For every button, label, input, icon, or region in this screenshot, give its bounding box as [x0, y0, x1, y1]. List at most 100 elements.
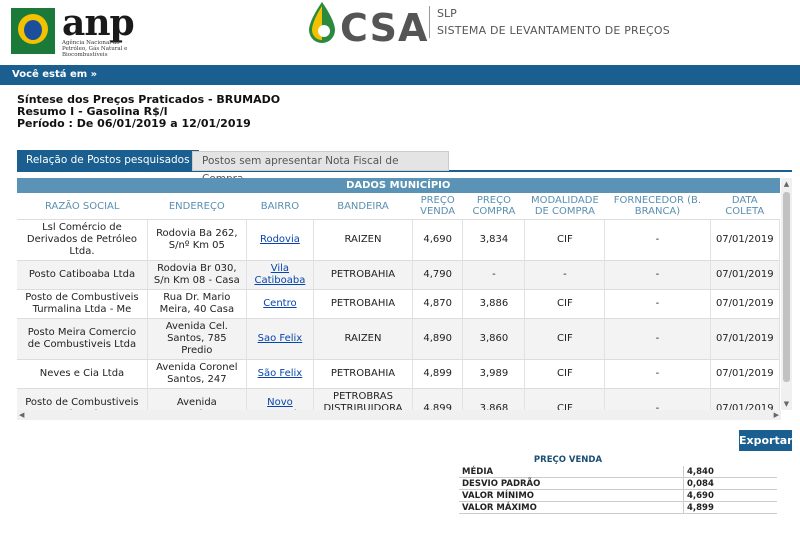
table-cell-razao: Neves e Cia Ltda — [17, 359, 148, 389]
stats-label: VALOR MÁXIMO — [459, 501, 684, 514]
table-cell-fornecedor: - — [604, 289, 711, 319]
stats-value: 0,084 — [683, 477, 777, 490]
scroll-down-icon[interactable]: ▼ — [783, 400, 790, 408]
column-header: DATA COLETA — [710, 193, 780, 220]
table-cell-compra: - — [462, 260, 526, 290]
scroll-up-icon[interactable]: ▲ — [783, 180, 790, 188]
table-cell-bairro: Rodovia — [246, 219, 315, 261]
table-cell-modalidade: CIF — [524, 318, 606, 360]
summary-period: Período : De 06/01/2019 a 12/01/2019 — [17, 117, 251, 130]
stats-row: DESVIO PADRÃO 0,084 — [459, 477, 777, 490]
table-cell-modalidade: - — [524, 260, 606, 290]
stats-label: DESVIO PADRÃO — [459, 477, 684, 490]
stats-row: VALOR MÍNIMO 4,690 — [459, 489, 777, 502]
tab-postos-sem-nota[interactable]: Postos sem apresentar Nota Fiscal de Com… — [192, 151, 449, 185]
table-cell-bandeira: PETROBAHIA — [313, 260, 413, 290]
stations-table-container: DADOS MUNICÍPIO RAZÃO SOCIAL ENDEREÇO BA… — [17, 178, 792, 420]
table-row: Lsl Comércio de Derivados de Petróleo Lt… — [17, 219, 781, 261]
column-header: PREÇO COMPRA — [462, 193, 525, 220]
bairro-link[interactable]: Vila Catiboaba — [254, 263, 306, 286]
table-row: Posto Catiboaba Ltda Rodovia Br 030, S/n … — [17, 260, 781, 290]
summary-title: Síntese dos Preços Praticados - BRUMADO — [17, 93, 281, 106]
system-name: SISTEMA DE LEVANTAMENTO DE PREÇOS — [437, 24, 670, 37]
table-cell-venda: 4,870 — [412, 289, 464, 319]
table-cell-compra: 3,834 — [462, 219, 526, 261]
table-cell-bairro: São Felix — [246, 359, 315, 389]
stats-title: PREÇO VENDA — [533, 455, 603, 465]
table-cell-fornecedor: - — [604, 359, 711, 389]
bairro-link[interactable]: Sao Felix — [257, 333, 303, 344]
table-cell-venda: 4,690 — [412, 219, 464, 261]
export-button[interactable]: Exportar — [739, 430, 793, 451]
table-cell-modalidade: CIF — [524, 219, 606, 261]
table-cell-razao: Posto Catiboaba Ltda — [17, 260, 148, 290]
table-cell-data: 07/01/2019 — [710, 318, 781, 360]
table-cell-bairro: Sao Felix — [246, 318, 315, 360]
scroll-left-icon[interactable]: ◀ — [19, 411, 25, 419]
column-header: RAZÃO SOCIAL — [17, 193, 148, 220]
tab-postos-pesquisados[interactable]: Relação de Postos pesquisados — [17, 150, 199, 170]
table-cell-fornecedor: - — [604, 260, 711, 290]
bairro-link[interactable]: São Felix — [257, 368, 303, 379]
table-cell-bairro: Centro — [246, 289, 315, 319]
table-cell-fornecedor: - — [604, 318, 711, 360]
table-cell-modalidade: CIF — [524, 289, 606, 319]
summary-subtitle: Resumo I - Gasolina R$/l — [17, 105, 168, 118]
system-code: SLP — [437, 7, 457, 20]
bairro-link[interactable]: Rodovia — [259, 234, 300, 245]
table-cell-compra: 3,886 — [462, 289, 526, 319]
scrollbar-thumb[interactable] — [783, 192, 790, 382]
stats-value: 4,840 — [683, 466, 777, 478]
stats-value: 4,899 — [683, 501, 777, 514]
vertical-scrollbar[interactable]: ▲ ▼ — [781, 178, 792, 410]
scroll-right-icon[interactable]: ▶ — [773, 411, 779, 419]
table-cell-data: 07/01/2019 — [710, 289, 781, 319]
table-row: Neves e Cia Ltda Avenida Coronel Santos, … — [17, 359, 781, 389]
table-cell-compra: 3,989 — [462, 359, 526, 389]
anp-logo-subtitle: Agência Nacional do Petróleo, Gás Natura… — [62, 40, 128, 58]
table-cell-venda: 4,890 — [412, 318, 464, 360]
page-header: anp Agência Nacional do Petróleo, Gás Na… — [0, 0, 800, 64]
column-header: ENDEREÇO — [147, 193, 247, 220]
anp-logo-text: anp — [62, 2, 135, 44]
stats-label: VALOR MÍNIMO — [459, 489, 684, 502]
table-cell-endereco: Avenida Coronel Santos, 247 — [147, 359, 247, 389]
logo-divider — [429, 6, 430, 38]
table-cell-razao: Posto de Combustiveis Turmalina Ltda - M… — [17, 289, 148, 319]
table-cell-endereco: Rua Dr. Mario Meira, 40 Casa — [147, 289, 247, 319]
table-cell-razao: Posto Meira Comercio de Combustiveis Ltd… — [17, 318, 148, 360]
table-cell-compra: 3,860 — [462, 318, 526, 360]
table-group-header: DADOS MUNICÍPIO — [17, 178, 780, 193]
stats-value: 4,690 — [683, 489, 777, 502]
anp-logo-icon — [11, 8, 55, 54]
table-cell-modalidade: CIF — [524, 359, 606, 389]
column-header: MODALIDADE DE COMPRA — [524, 193, 605, 220]
csa-logo-text: CSA — [340, 6, 429, 50]
table-cell-razao: Lsl Comércio de Derivados de Petróleo Lt… — [17, 219, 148, 261]
stats-row: VALOR MÁXIMO 4,899 — [459, 501, 777, 514]
tab-bar: Relação de Postos pesquisados Postos sem… — [17, 150, 792, 185]
table-cell-bairro: Vila Catiboaba — [246, 260, 315, 290]
table-cell-bandeira: PETROBAHIA — [313, 289, 413, 319]
column-header: PREÇO VENDA — [412, 193, 463, 220]
stats-row: MÉDIA 4,840 — [459, 466, 777, 478]
stats-table: MÉDIA 4,840 DESVIO PADRÃO 0,084 VALOR MÍNIMO… — [459, 466, 777, 514]
table-cell-endereco: Rodovia Ba 262, S/nº Km 05 — [147, 219, 247, 261]
stations-table: DADOS MUNICÍPIO RAZÃO SOCIAL ENDEREÇO BA… — [17, 178, 781, 420]
table-row: Posto de Combustiveis Turmalina Ltda - M… — [17, 289, 781, 319]
column-header: FORNECEDOR (B. BRANCA) — [604, 193, 711, 220]
table-cell-endereco: Rodovia Br 030, S/n Km 08 - Casa — [147, 260, 247, 290]
horizontal-scrollbar[interactable]: ◀ ▶ — [17, 410, 781, 420]
breadcrumb[interactable]: Você está em » — [12, 69, 98, 80]
column-header: BAIRRO — [246, 193, 314, 220]
table-cell-endereco: Avenida Cel. Santos, 785 Predio — [147, 318, 247, 360]
csa-drop-icon — [309, 2, 335, 43]
stats-label: MÉDIA — [459, 466, 684, 478]
column-header: BANDEIRA — [313, 193, 413, 220]
table-cell-data: 07/01/2019 — [710, 359, 781, 389]
table-cell-fornecedor: - — [604, 219, 711, 261]
table-cell-data: 07/01/2019 — [710, 219, 781, 261]
table-cell-venda: 4,790 — [412, 260, 464, 290]
bairro-link[interactable]: Centro — [263, 298, 297, 309]
table-cell-bandeira: RAIZEN — [313, 219, 413, 261]
